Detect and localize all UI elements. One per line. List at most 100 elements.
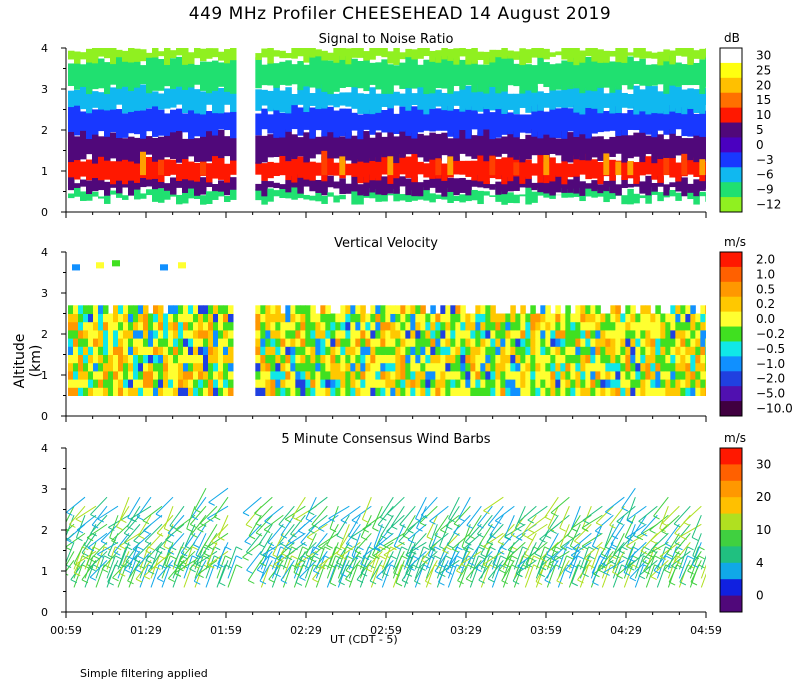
vv-cell: [158, 321, 164, 331]
snr-cell: [705, 131, 706, 161]
wind-barb: [218, 560, 229, 583]
vv-cell: [680, 379, 686, 388]
vv-cell: [665, 387, 671, 396]
vv-cell: [440, 387, 446, 396]
wind-barb: [624, 515, 636, 538]
vv-cell: [440, 362, 446, 372]
wind-barb-flag: [268, 578, 275, 583]
snr-cell: [639, 195, 646, 199]
vv-cell: [435, 313, 441, 323]
vv-cell: [255, 387, 261, 396]
vv-cell: [178, 362, 184, 372]
snr-cell: [537, 131, 544, 156]
colorbar-swatch: [720, 464, 742, 482]
wind-barb-flag: [295, 518, 303, 523]
vv-cell: [575, 370, 581, 380]
snr-cell: [603, 111, 610, 132]
vv-cell: [565, 346, 571, 355]
snr-cell: [206, 111, 213, 132]
wind-barb: [70, 560, 86, 580]
snr-cell: [423, 163, 430, 178]
snr-cell: [531, 191, 538, 203]
snr-cell: [218, 62, 225, 87]
wind-barb-flag: [632, 555, 639, 560]
wind-barb: [393, 551, 405, 573]
vv-cell: [93, 313, 99, 323]
snr-cell: [615, 61, 622, 90]
snr-cell: [363, 194, 370, 198]
wind-barb-flag: [588, 564, 595, 569]
snr-cell: [597, 86, 604, 114]
vv-cell: [540, 321, 546, 331]
wind-barb-flag: [169, 555, 177, 560]
snr-cell: [128, 104, 135, 134]
snr-cell: [170, 88, 177, 108]
vv-cell: [315, 313, 321, 323]
snr-cell: [633, 162, 640, 184]
wind-barb: [132, 532, 152, 550]
wind-barb: [590, 546, 601, 570]
wind-barb: [248, 514, 262, 537]
vv-cell: [515, 313, 521, 323]
vv-cell: [675, 329, 681, 339]
wind-barb: [534, 533, 548, 555]
snr-cell: [261, 64, 268, 86]
vv-cell: [350, 370, 356, 380]
snr-cell: [531, 106, 538, 137]
vv-cell: [118, 329, 124, 339]
vv-cell: [310, 346, 316, 355]
wind-barb-flag: [628, 566, 635, 571]
vv-cell: [88, 321, 94, 331]
snr-cell: [393, 161, 400, 179]
snr-cell: [591, 56, 598, 92]
vv-cell: [173, 346, 179, 355]
vv-cell: [495, 387, 501, 396]
vv-cell: [265, 321, 271, 331]
vv-cell: [295, 362, 301, 372]
snr-cell: [291, 134, 298, 160]
vv-cell: [128, 313, 134, 323]
figure-title: 449 MHz Profiler CHEESEHEAD 14 August 20…: [188, 4, 612, 24]
snr-cell: [146, 108, 153, 132]
vv-cell: [360, 379, 366, 388]
vv-cell: [198, 321, 204, 331]
vv-cell: [550, 346, 556, 355]
vv-cell: [153, 338, 159, 347]
wind-barb: [487, 505, 504, 526]
snr-cell: [206, 163, 213, 183]
vv-cell: [260, 305, 266, 314]
snr-cell: [164, 113, 171, 136]
snr-cell: [657, 112, 664, 131]
snr-cell: [651, 112, 658, 138]
vv-cell: [650, 338, 656, 347]
vv-cell: [650, 329, 656, 339]
snr-cell: [519, 55, 526, 94]
wind-barb: [628, 541, 647, 560]
wind-barb-flag: [280, 546, 287, 551]
vv-cell: [420, 387, 426, 396]
wind-barb-flag: [191, 555, 199, 560]
snr-cell: [549, 137, 556, 154]
wind-barb-flag: [280, 579, 288, 584]
wind-barb-flag: [125, 561, 133, 566]
snr-cell: [291, 186, 298, 200]
vv-cell: [665, 346, 671, 355]
vv-cell: [515, 338, 521, 347]
vv-cell: [265, 362, 271, 372]
vv-cell: [158, 346, 164, 355]
snr-cell: [74, 105, 81, 136]
snr-cell: [507, 192, 514, 203]
vv-cell: [98, 313, 104, 323]
vv-cell: [98, 387, 104, 396]
snr-cell: [651, 52, 658, 59]
vv-cell: [425, 387, 431, 396]
wind-barb: [296, 550, 317, 566]
snr-cell: [429, 158, 436, 179]
wind-barb-flag: [90, 559, 97, 564]
snr-cell: [279, 187, 286, 199]
wind-barb: [329, 542, 339, 565]
snr-cell: [200, 91, 207, 115]
snr-cell: [693, 50, 700, 59]
snr-cell: [194, 64, 201, 85]
wind-barb-flag: [412, 564, 419, 569]
